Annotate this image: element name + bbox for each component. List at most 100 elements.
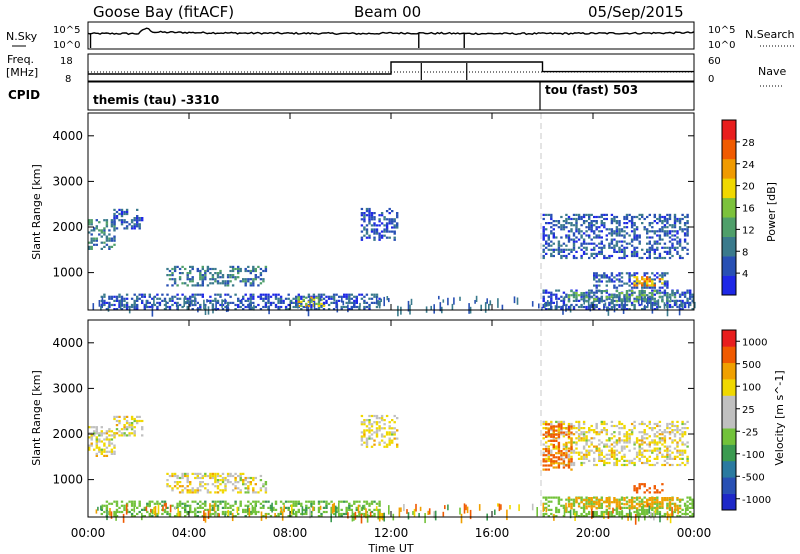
cell	[565, 236, 568, 239]
cell	[191, 284, 194, 287]
cell	[633, 420, 636, 423]
cell	[671, 234, 674, 237]
cell	[538, 303, 540, 309]
cell	[661, 220, 664, 223]
cell	[186, 500, 189, 503]
cell	[603, 422, 606, 426]
cell	[547, 423, 550, 426]
cell	[565, 441, 568, 444]
cell	[580, 294, 583, 297]
cell	[678, 504, 682, 507]
cell	[373, 512, 376, 516]
cell	[648, 248, 651, 251]
cell	[644, 304, 646, 311]
cell	[567, 441, 571, 444]
cell	[598, 246, 601, 249]
cell	[646, 443, 649, 446]
cell	[120, 219, 124, 222]
cell	[138, 223, 141, 226]
cell	[173, 282, 177, 285]
cell	[600, 250, 603, 253]
cell	[186, 305, 189, 309]
cell	[365, 214, 369, 217]
cell	[638, 303, 641, 307]
cell	[365, 502, 369, 505]
cell	[120, 210, 124, 214]
cell	[391, 433, 394, 436]
cell	[105, 450, 109, 453]
cell	[365, 439, 369, 442]
cell	[136, 419, 139, 423]
cell	[158, 297, 162, 300]
cell	[363, 515, 366, 518]
cell	[239, 489, 242, 492]
cell	[103, 510, 106, 514]
cell	[234, 308, 237, 311]
cell	[393, 226, 396, 229]
cell	[623, 441, 626, 444]
cell	[373, 439, 376, 442]
cell	[383, 218, 386, 221]
cell	[123, 210, 126, 214]
cell	[375, 433, 379, 436]
cell	[588, 215, 591, 219]
cell	[605, 276, 608, 279]
cell	[681, 433, 684, 436]
cell	[98, 438, 101, 441]
cell	[103, 233, 106, 236]
cell	[668, 506, 672, 509]
cell	[110, 221, 114, 224]
cell	[247, 269, 250, 273]
cell	[600, 510, 603, 514]
cell	[628, 459, 631, 462]
cell	[204, 278, 207, 281]
cell	[590, 296, 593, 299]
cell	[189, 481, 192, 484]
colorbar-swatch	[722, 428, 736, 445]
cell	[166, 305, 169, 309]
cell	[610, 512, 614, 516]
cell	[216, 500, 220, 503]
cell	[658, 420, 662, 423]
cell	[125, 303, 129, 307]
cell	[618, 451, 621, 454]
cell	[128, 426, 131, 429]
cell	[668, 224, 672, 227]
cell	[186, 489, 189, 492]
cell	[638, 443, 641, 446]
cell	[570, 449, 573, 452]
cell	[331, 503, 334, 514]
cell	[630, 499, 634, 502]
cell	[229, 274, 232, 277]
cell	[375, 305, 379, 309]
cell	[663, 282, 667, 285]
cell	[618, 510, 621, 514]
cell	[194, 515, 197, 518]
cell	[610, 230, 614, 233]
cell	[226, 474, 230, 478]
cell	[562, 462, 566, 465]
cell	[635, 487, 639, 490]
cell	[613, 435, 616, 438]
cell	[618, 441, 621, 444]
cell	[560, 425, 563, 428]
cell	[560, 226, 563, 229]
cell	[651, 303, 654, 314]
cell	[292, 500, 295, 503]
cell	[686, 508, 689, 511]
cell	[633, 457, 636, 460]
cell	[242, 280, 245, 283]
cell	[209, 267, 212, 271]
cell	[93, 434, 96, 437]
cell	[93, 243, 96, 246]
cell	[563, 296, 566, 301]
cell	[373, 236, 376, 239]
cell	[365, 500, 369, 503]
cell	[199, 483, 202, 486]
cell	[610, 220, 614, 223]
cell	[400, 306, 402, 315]
cell	[176, 293, 179, 296]
cell	[681, 512, 684, 516]
cell	[161, 500, 164, 503]
